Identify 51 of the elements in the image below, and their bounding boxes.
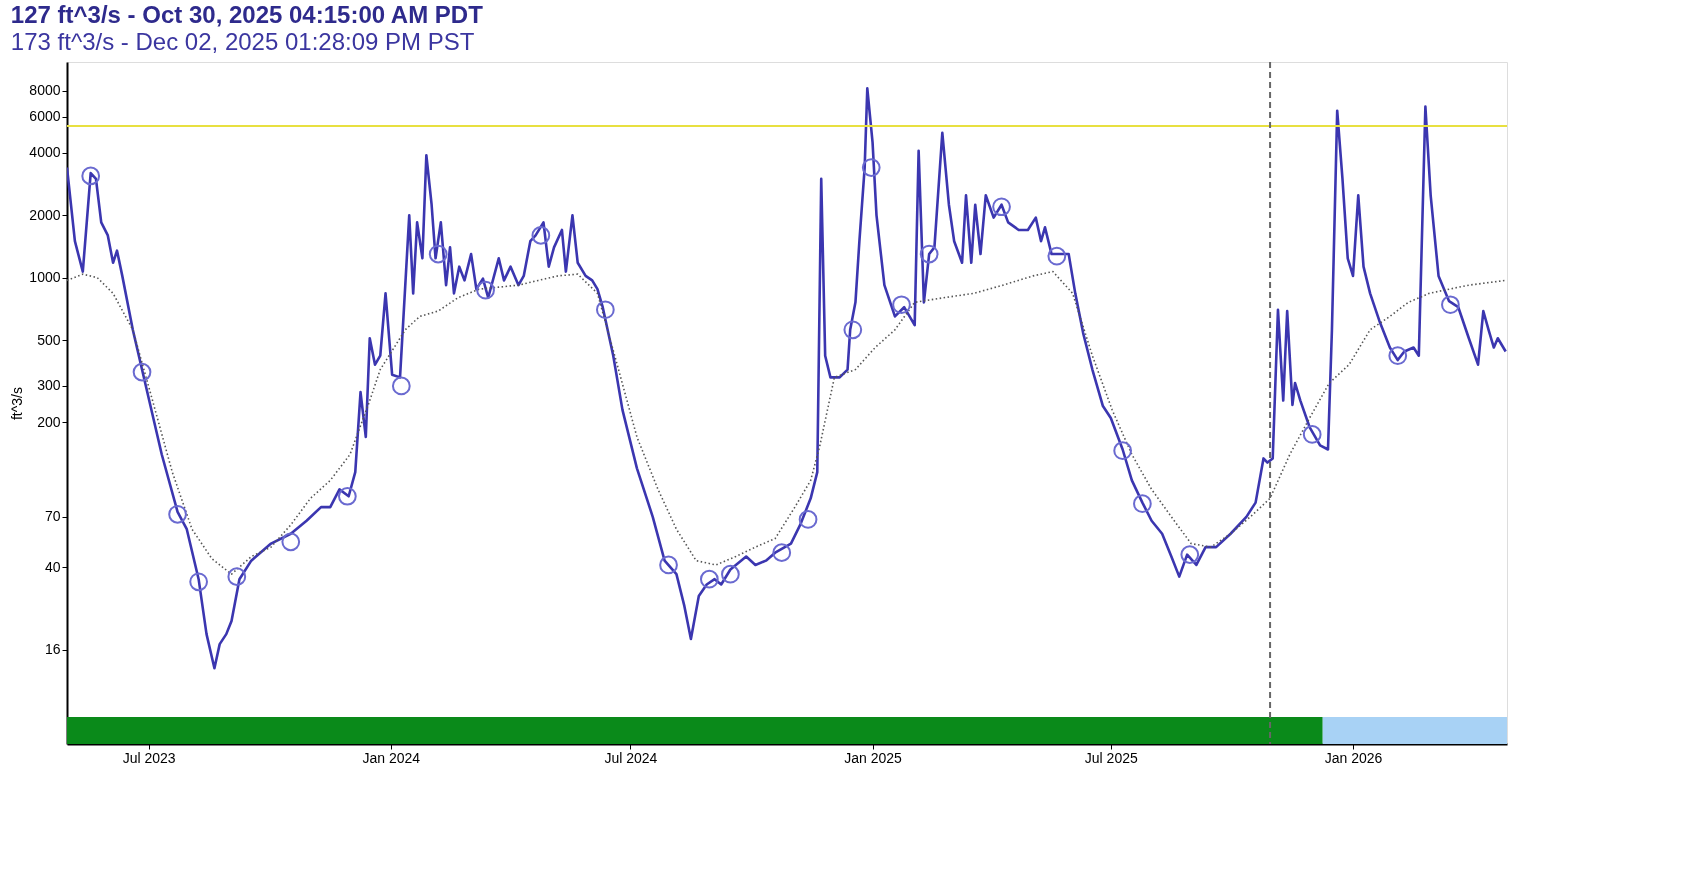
point — [892, 295, 911, 315]
point — [338, 486, 357, 506]
point — [1047, 246, 1067, 266]
point — [1302, 425, 1322, 444]
point — [428, 244, 448, 264]
point — [843, 320, 863, 340]
point — [1388, 346, 1408, 366]
y-tick-label: 70 — [44, 508, 61, 525]
chart-title: 127 ft^3/s - Oct 30, 2025 04:15:00 AM PDT — [10, 1, 484, 28]
point — [595, 300, 615, 320]
point — [861, 158, 881, 177]
y-tick-label: 8000 — [29, 82, 61, 99]
point — [659, 555, 678, 575]
point — [721, 564, 740, 584]
chart-subtitle: 173 ft^3/s - Dec 02, 2025 01:28:09 PM PST — [10, 28, 475, 55]
y-tick-label: 300 — [37, 377, 61, 394]
y-tick-label: 40 — [44, 558, 61, 575]
y-tick-label: 1000 — [29, 269, 61, 286]
y-tick-label: 6000 — [29, 108, 61, 125]
point — [1113, 441, 1133, 461]
point — [1441, 295, 1460, 315]
point — [132, 362, 152, 382]
line-series — [67, 87, 1507, 670]
y-tick-label: 2000 — [29, 206, 61, 223]
x-tick-label: Jul 2025 — [1084, 749, 1138, 766]
point — [531, 226, 551, 245]
y-tick-label: 16 — [44, 641, 61, 658]
point — [1133, 494, 1152, 514]
point — [919, 244, 939, 264]
y-tick-label: 200 — [37, 413, 61, 430]
x-tick-label: Jul 2024 — [604, 749, 658, 766]
point — [227, 567, 247, 586]
point — [168, 504, 187, 524]
point — [772, 543, 792, 563]
point — [699, 569, 719, 589]
y-tick-label: 500 — [37, 331, 61, 348]
point — [476, 280, 495, 300]
y-axis-title: ft^3/s — [9, 386, 26, 421]
point — [1180, 545, 1200, 564]
x-tick-label: Jan 2025 — [844, 749, 903, 766]
point — [391, 376, 411, 396]
point — [281, 532, 301, 552]
point — [798, 510, 818, 529]
x-tick-label: Jan 2024 — [362, 749, 421, 766]
y-tick-label: 4000 — [29, 144, 61, 161]
x-tick-label: Jul 2023 — [122, 749, 176, 766]
line-series — [67, 270, 1507, 575]
point — [189, 572, 208, 592]
point — [992, 197, 1011, 217]
point — [81, 166, 101, 186]
x-tick-label: Jan 2026 — [1324, 749, 1383, 766]
